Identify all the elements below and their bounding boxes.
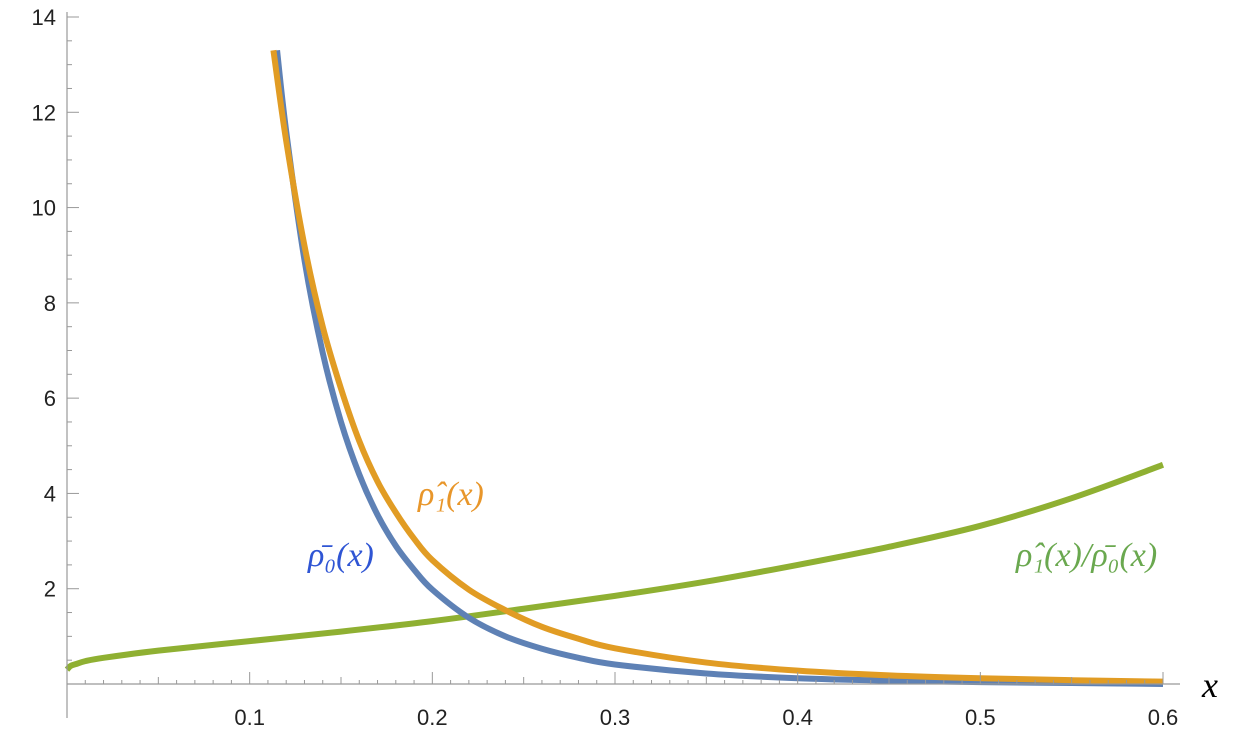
x-tick-label: 0.1 — [234, 705, 265, 730]
x-tick-label: 0.4 — [782, 705, 813, 730]
series-label-ratio: ρ̂₁(x)/ρ̄₀(x) — [1015, 537, 1157, 574]
axes-layer: 0.1 0.2 0.3 0.4 0.5 0.6 2 4 6 8 10 12 14 — [32, 5, 1180, 730]
y-tick-label: 12 — [32, 100, 56, 125]
x-axis-title: x — [1201, 665, 1218, 705]
y-tick-label: 10 — [32, 196, 56, 221]
curve-labels-layer: ρ̄₀(x) ρ̂₁(x) ρ̂₁(x)/ρ̄₀(x) — [307, 476, 1157, 574]
x-tick-label: 0.5 — [965, 705, 996, 730]
series-line-ratio — [64, 462, 1165, 672]
x-tick-label: 0.2 — [417, 705, 448, 730]
series-line-rho0 — [274, 50, 1164, 687]
series-label-rho1: ρ̂₁(x) — [417, 476, 484, 513]
x-tick-label: 0.3 — [600, 705, 631, 730]
y-tick-label: 8 — [44, 291, 56, 316]
x-tick-label: 0.6 — [1148, 705, 1179, 730]
y-tick-label: 4 — [44, 481, 56, 506]
y-tick-label: 2 — [44, 577, 56, 602]
series-label-rho0: ρ̄₀(x) — [307, 537, 374, 574]
y-tick-label: 6 — [44, 386, 56, 411]
series-line-rho1 — [270, 49, 1164, 685]
y-tick-label: 14 — [32, 5, 56, 30]
curves-layer — [64, 49, 1165, 687]
